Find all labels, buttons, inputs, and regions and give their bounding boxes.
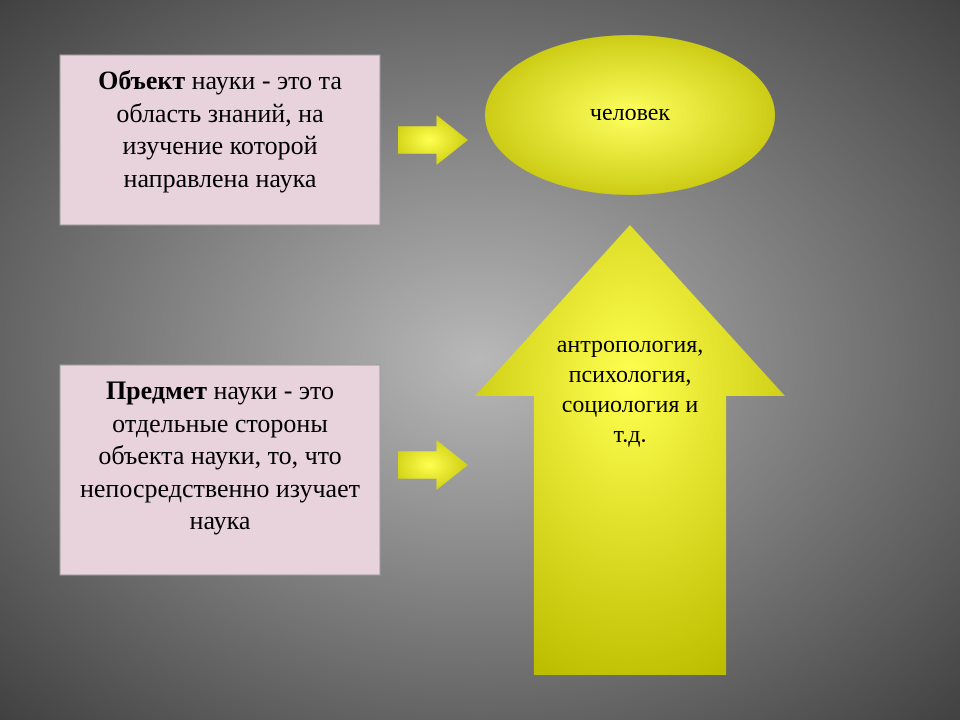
box1-text: Объект науки - это та область знаний, на… [70, 65, 370, 195]
ellipse-label: человек [485, 98, 775, 128]
up-arrow-label: антропология,психология,социология ит.д. [530, 330, 730, 450]
box2-text: Предмет науки - это отдельные стороны об… [70, 375, 370, 538]
slide-stage: Объект науки - это та область знаний, на… [0, 0, 960, 720]
